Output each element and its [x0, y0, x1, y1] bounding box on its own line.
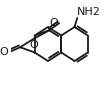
Text: O: O — [0, 47, 8, 57]
Text: O: O — [50, 18, 58, 28]
Text: NH2: NH2 — [77, 7, 101, 17]
Text: O: O — [29, 40, 38, 50]
